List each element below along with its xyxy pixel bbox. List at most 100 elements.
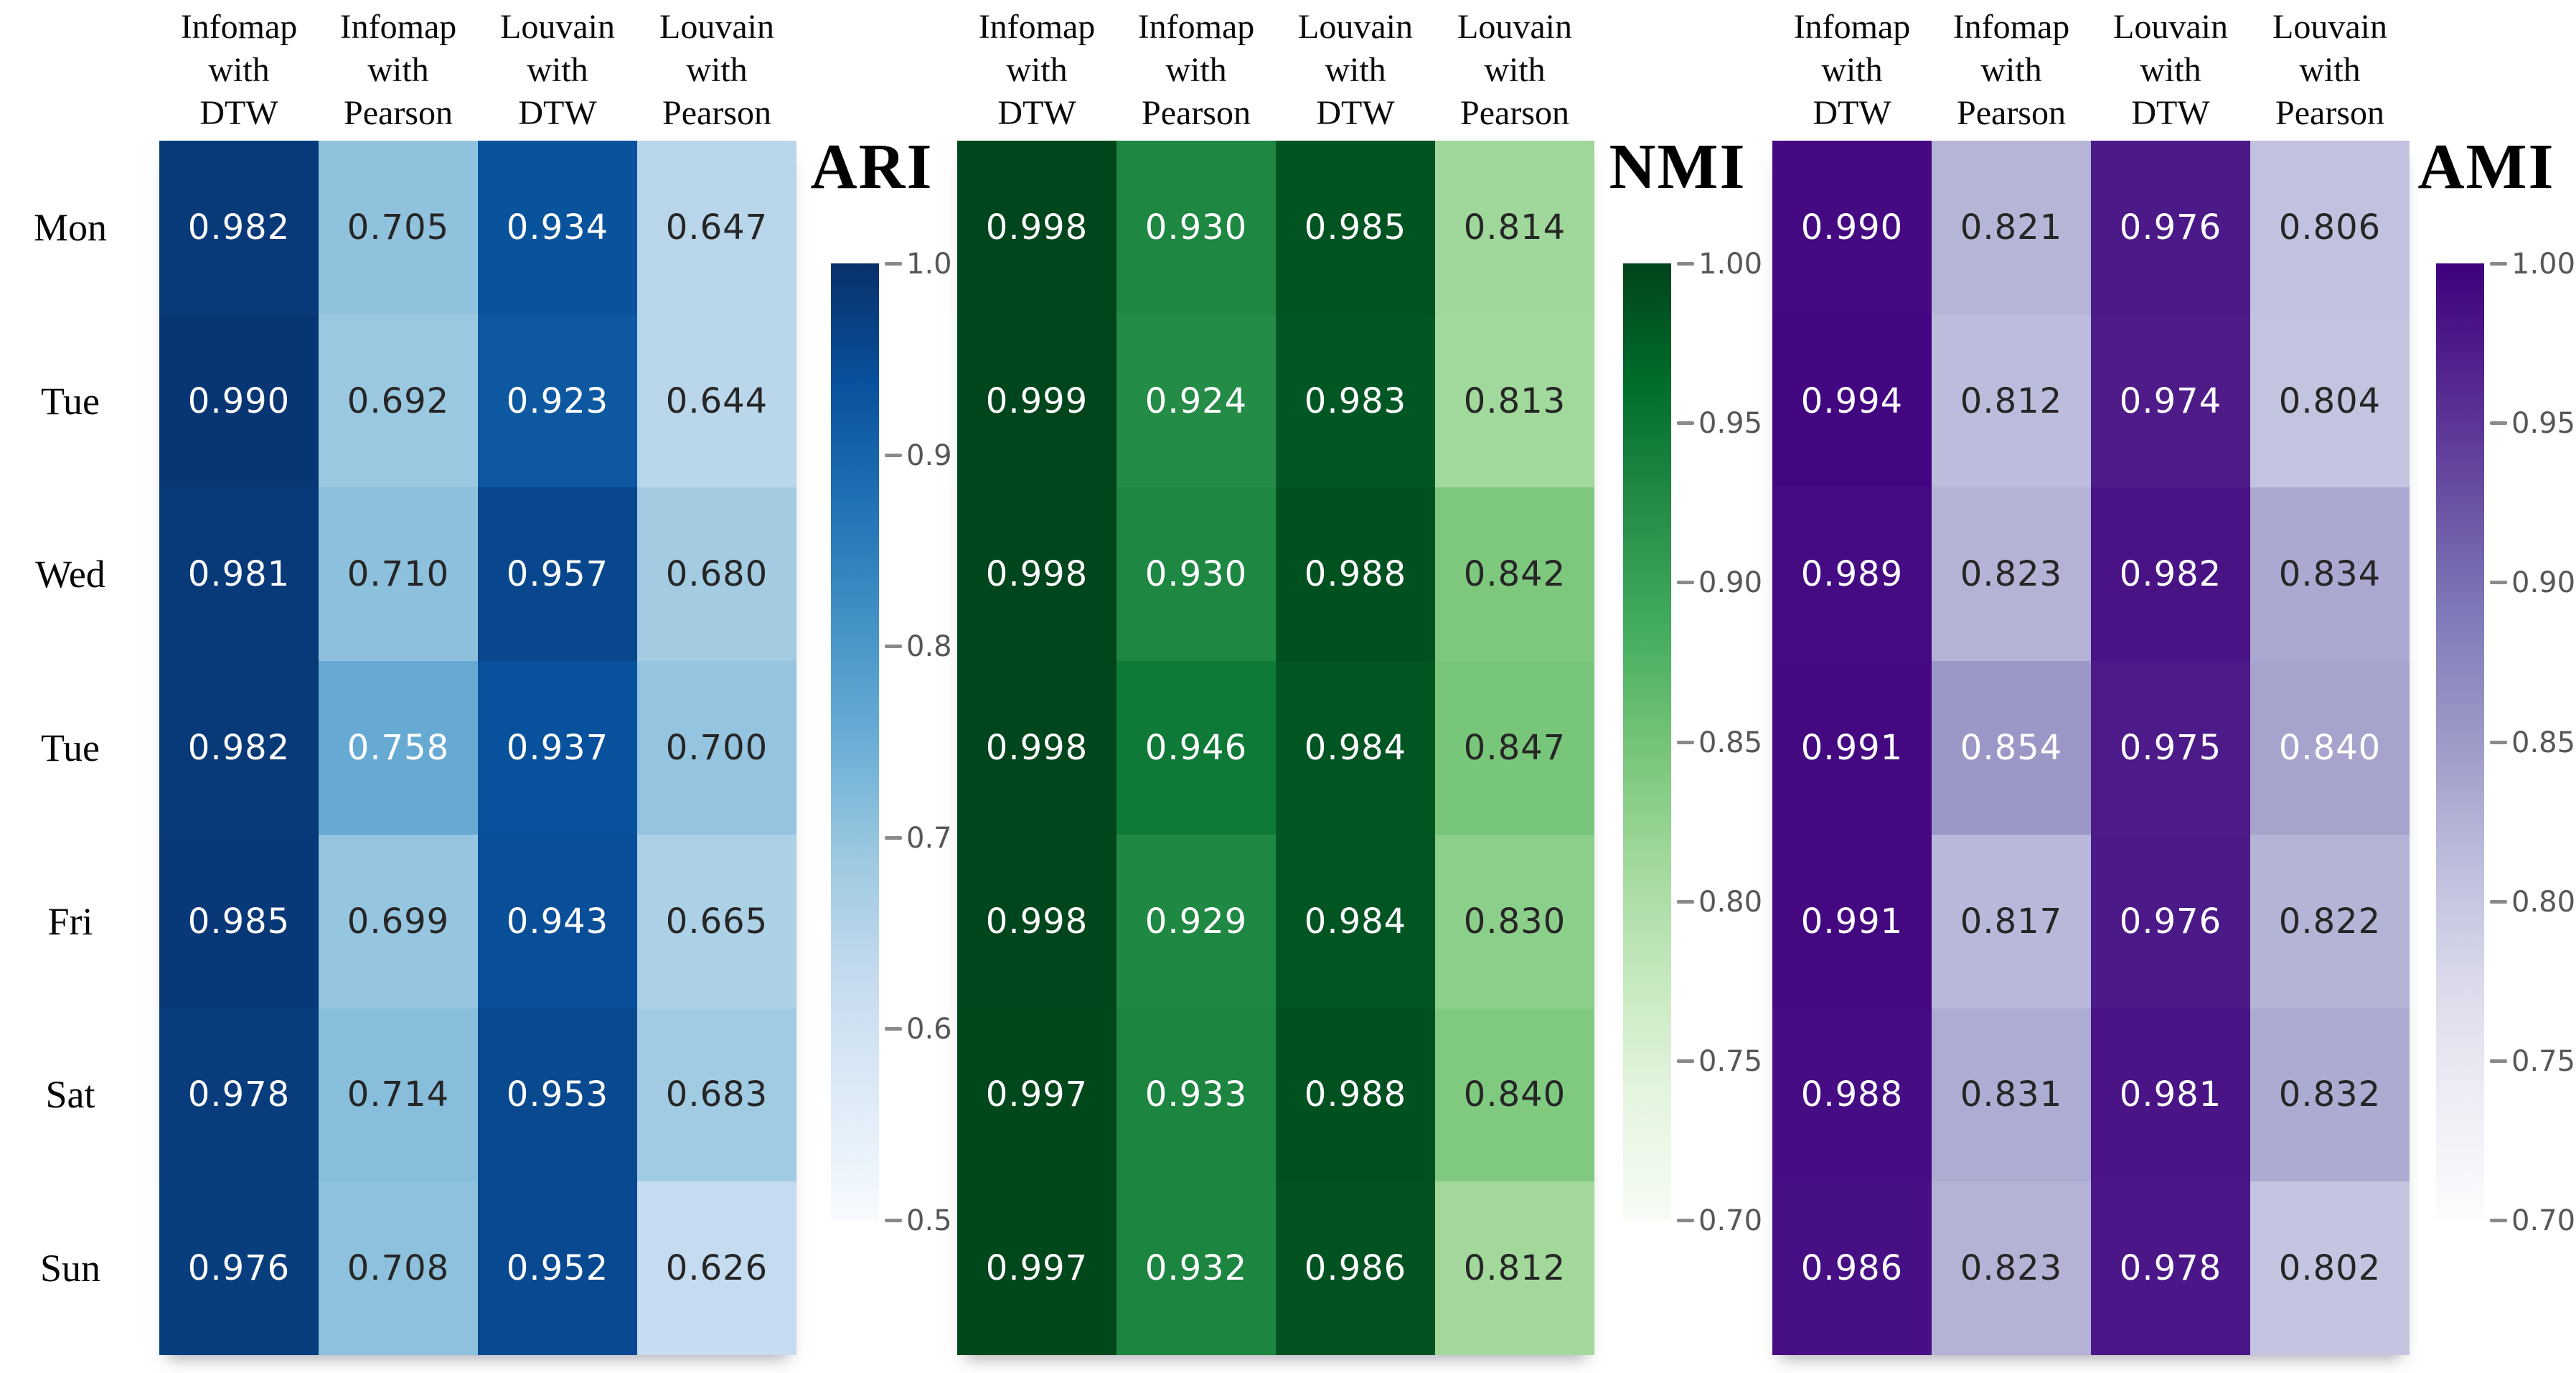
colorbar-tick-label: 0.85 <box>2511 726 2576 759</box>
colorbar-tick-label: 0.90 <box>2511 566 2576 600</box>
col-header-line: with <box>1325 51 1386 89</box>
col-header-line: DTW <box>199 94 278 132</box>
colorbar-tick-label: 0.5 <box>906 1204 952 1237</box>
heatmap-cell-ari-r3c0: 0.982 <box>159 661 319 835</box>
colorbar-tick-mark <box>2490 1059 2507 1063</box>
col-header-line: Infomap <box>978 8 1096 46</box>
heatmap-cell-ari-r1c3: 0.644 <box>637 314 796 488</box>
col-header-louvain-with-dtw: Louvain with DTW <box>1276 0 1435 138</box>
col-header-line: Louvain <box>2113 8 2228 46</box>
heatmap-cell-ari-r1c0: 0.990 <box>159 314 319 488</box>
colorbar-tick-mark <box>1677 1219 1694 1222</box>
colorbar-tick-label: 0.80 <box>1698 885 1763 919</box>
heatmap-cell-ami-r0c1: 0.821 <box>1932 141 2091 314</box>
heatmap-cell-ari-r0c2: 0.934 <box>478 141 637 314</box>
col-header-line: Infomap <box>1137 8 1255 46</box>
col-header-line: DTW <box>1316 94 1395 132</box>
col-header-infomap-with-dtw: Infomap with DTW <box>1772 0 1932 138</box>
heatmap-cell-nmi-r0c2: 0.985 <box>1276 141 1435 314</box>
heatmap-cell-ami-r0c2: 0.976 <box>2091 141 2250 314</box>
col-header-louvain-with-pearson: Louvain with Pearson <box>1435 0 1594 138</box>
heatmap-cell-nmi-r0c3: 0.814 <box>1435 141 1594 314</box>
row-label-5-sat: Sat <box>45 1073 95 1117</box>
heatmap-cell-nmi-r2c0: 0.998 <box>957 487 1117 662</box>
colorbar-tick-label: 1.0 <box>906 248 952 281</box>
heatmap-cell-nmi-r1c2: 0.983 <box>1276 314 1435 488</box>
colorbar-tick-mark <box>885 262 902 266</box>
heatmap-cell-nmi-r1c0: 0.999 <box>957 314 1117 488</box>
heatmap-cell-nmi-r4c2: 0.984 <box>1276 834 1435 1008</box>
col-header-infomap-with-pearson: Infomap with Pearson <box>1117 0 1276 138</box>
col-header-line: Louvain <box>659 8 774 46</box>
row-label-1-tue: Tue <box>40 379 100 423</box>
row-label-6-sun: Sun <box>39 1247 101 1290</box>
col-header-line: with <box>367 51 429 89</box>
colorbar-tick-mark <box>885 1027 902 1031</box>
heatmap-cell-ari-r1c1: 0.692 <box>319 314 478 488</box>
heatmap-cell-ari-r2c2: 0.957 <box>478 487 637 662</box>
heatmap-cell-ari-r5c1: 0.714 <box>319 1008 478 1182</box>
colorbar-nmi: 1.00 0.95 0.90 0.85 0.80 0.75 0.70 <box>1623 250 1785 1235</box>
col-header-line: with <box>2140 51 2201 89</box>
colorbar-tick-label: 0.90 <box>1698 566 1763 600</box>
col-header-line: with <box>1006 51 1068 89</box>
col-header-line: DTW <box>1813 94 1891 132</box>
colorbar-tick-mark <box>1677 899 1694 904</box>
heatmap-cell-ari-r5c2: 0.953 <box>478 1008 637 1182</box>
col-header-line: with <box>1980 51 2042 89</box>
colorbar-tick-label: 0.80 <box>2511 885 2576 919</box>
colorbar-tick-label: 0.95 <box>2511 407 2576 441</box>
heatmap-cell-ami-r6c0: 0.986 <box>1772 1181 1932 1355</box>
heatmap-cell-ami-r1c3: 0.804 <box>2250 314 2410 488</box>
heatmap-cell-ari-r1c2: 0.923 <box>478 314 637 488</box>
chart-title-ami: AMI <box>2417 131 2555 202</box>
heatmap-cell-ari-r0c0: 0.982 <box>159 141 319 314</box>
heatmap-cell-ami-r2c1: 0.823 <box>1932 487 2091 662</box>
col-header-line: Infomap <box>1952 8 2070 46</box>
colorbar-tick-mark <box>885 1219 902 1222</box>
col-header-line: DTW <box>518 94 597 132</box>
colorbar-tick-mark <box>1677 421 1694 426</box>
colorbar-tick-label: 1.00 <box>2511 248 2576 281</box>
heatmap-cell-nmi-r2c2: 0.988 <box>1276 487 1435 662</box>
row-label-4-fri: Fri <box>47 899 93 943</box>
row-label-3-tue: Tue <box>40 726 100 770</box>
heatmap-cell-ari-r4c2: 0.943 <box>478 834 637 1008</box>
col-header-line: Louvain <box>1298 8 1413 46</box>
heatmap-cell-ari-r4c0: 0.985 <box>159 834 319 1008</box>
chart-title-nmi: NMI <box>1609 131 1747 202</box>
colorbar-tick-mark <box>1677 262 1694 266</box>
colorbar-tick-label: 0.8 <box>906 630 952 664</box>
row-label-0-mon: Mon <box>33 205 107 249</box>
colorbar-tick-mark <box>2490 581 2507 585</box>
colorbar-tick-label: 1.00 <box>1698 248 1763 281</box>
heatmap-cell-ari-r0c1: 0.705 <box>319 141 478 314</box>
heatmap-cell-nmi-r1c1: 0.924 <box>1117 314 1276 488</box>
heatmap-cell-ari-r6c2: 0.952 <box>478 1181 637 1355</box>
heatmap-cell-nmi-r3c1: 0.946 <box>1117 661 1276 835</box>
col-header-line: Infomap <box>180 8 298 46</box>
col-header-louvain-with-dtw: Louvain with DTW <box>2091 0 2250 138</box>
col-header-line: with <box>1821 51 1883 89</box>
heatmap-cell-ari-r5c3: 0.683 <box>637 1008 796 1182</box>
heatmap-cell-nmi-r5c3: 0.840 <box>1435 1008 1594 1182</box>
heatmap-cell-ami-r1c1: 0.812 <box>1932 314 2091 488</box>
heatmap-cell-ami-r1c2: 0.974 <box>2091 314 2250 488</box>
col-headers-ari: Infomap with DTW Infomap with Pearson Louvain w… <box>159 0 796 138</box>
heatmap-cell-nmi-r2c3: 0.842 <box>1435 487 1594 662</box>
col-headers-nmi: Infomap with DTW Infomap with Pearson Louvain w… <box>957 0 1594 138</box>
col-header-line: Infomap <box>1793 8 1911 46</box>
colorbar-tick-mark <box>885 453 902 457</box>
heatmap-cell-ari-r2c1: 0.710 <box>319 487 478 662</box>
heatmap-cell-nmi-r4c0: 0.998 <box>957 834 1117 1008</box>
colorbar-tick-mark <box>2490 1219 2507 1222</box>
heatmap-cell-ari-r4c1: 0.699 <box>319 834 478 1008</box>
heatmap-ami: 0.990 0.821 0.976 0.806 0.994 0.812 0.974 0.804… <box>1772 141 2410 1355</box>
col-header-louvain-with-pearson: Louvain with Pearson <box>637 0 796 138</box>
heatmap-cell-ami-r6c1: 0.823 <box>1932 1181 2091 1355</box>
heatmap-cell-nmi-r6c1: 0.932 <box>1117 1181 1276 1355</box>
col-header-line: Louvain <box>2272 8 2387 46</box>
col-header-line: with <box>1484 51 1546 89</box>
heatmap-cell-nmi-r5c1: 0.933 <box>1117 1008 1276 1182</box>
heatmap-cell-ami-r0c3: 0.806 <box>2250 141 2410 314</box>
